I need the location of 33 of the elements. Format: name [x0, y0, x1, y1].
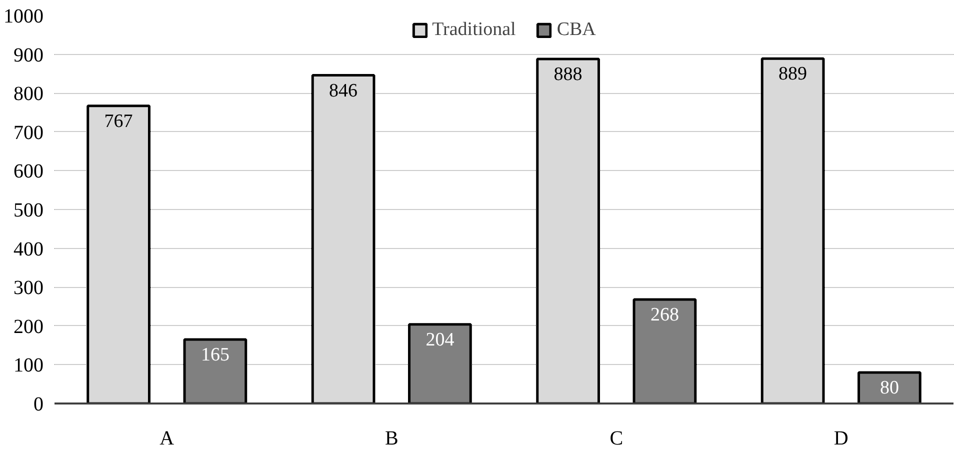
data-label: 888: [554, 64, 582, 85]
y-tick-label: 600: [14, 160, 44, 183]
data-label: 846: [329, 80, 358, 102]
bar: [858, 371, 922, 404]
y-tick-label: 400: [14, 238, 44, 260]
y-tick-label: 500: [14, 200, 44, 222]
y-tick-label: 0: [34, 394, 44, 416]
y-tick-label: 100: [14, 354, 44, 377]
data-label: 165: [200, 344, 230, 366]
y-tick-label: 800: [14, 83, 44, 106]
data-label: 767: [104, 110, 133, 132]
y-tick-label: 900: [14, 44, 44, 66]
x-tick-label: B: [384, 428, 398, 450]
bar: [183, 338, 248, 404]
bar: [536, 58, 600, 404]
legend-label: Traditional: [432, 19, 516, 41]
bar: [760, 57, 825, 404]
y-tick-label: 700: [14, 122, 44, 144]
data-label: 80: [880, 377, 899, 398]
bar: [632, 298, 697, 404]
x-tick-label: C: [610, 428, 624, 450]
data-label: 268: [650, 304, 679, 326]
data-label: 204: [426, 329, 455, 350]
y-tick-label: 200: [14, 316, 44, 338]
legend-label: CBA: [556, 19, 596, 41]
bar: [86, 104, 150, 404]
bar: [311, 74, 376, 404]
y-tick-label: 1000: [4, 6, 44, 28]
y-tick-label: 300: [14, 277, 44, 300]
x-tick-label: A: [160, 428, 175, 450]
bar: [408, 323, 472, 404]
data-label: 889: [778, 64, 808, 85]
x-tick-label: D: [834, 428, 848, 450]
